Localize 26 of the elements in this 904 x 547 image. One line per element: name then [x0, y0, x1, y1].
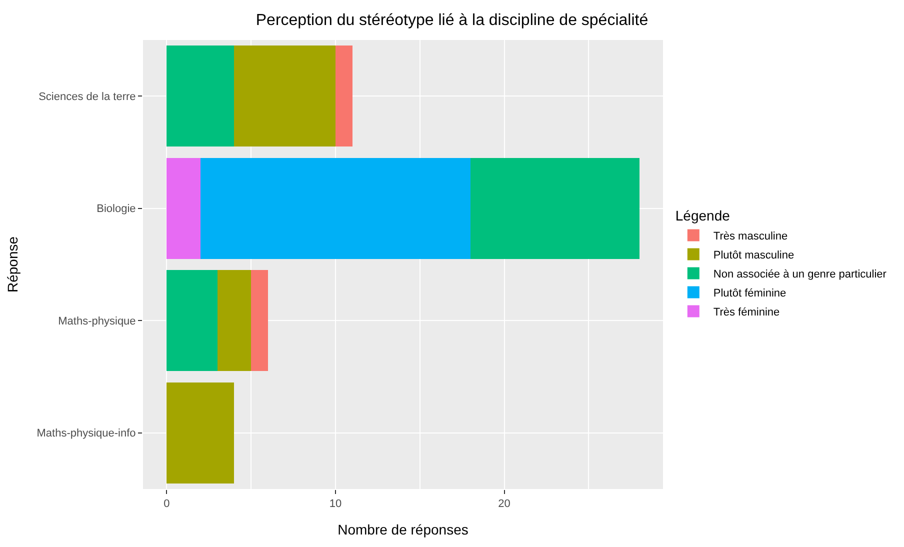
legend-label: Très masculine [713, 230, 788, 242]
y-tick-label: Maths-physique-info [36, 428, 136, 440]
bar [251, 270, 268, 372]
bar [217, 270, 252, 372]
bar [200, 158, 471, 259]
y-tick-label: Maths-physique [58, 315, 136, 328]
legend-label: Plutôt féminine [713, 287, 786, 300]
legend-label: Non associée à un genre particulier [713, 268, 887, 280]
bar [234, 46, 336, 147]
bar [166, 158, 200, 259]
legend-title: Légende [675, 208, 730, 224]
x-axis-title: Nombre de réponses [338, 522, 468, 538]
legend-label: Très féminine [713, 306, 780, 318]
bar [166, 46, 234, 147]
bar [166, 270, 218, 372]
y-tick-label: Biologie [96, 203, 136, 216]
chart-title: Perception du stéréotype lié à la discipline de spécialité [256, 12, 648, 29]
x-tick-label: 0 [164, 498, 170, 510]
legend-label: Plutôt masculine [713, 249, 794, 262]
x-tick-label: 10 [329, 498, 342, 510]
bar [166, 382, 234, 484]
y-axis-title: Réponse [4, 236, 20, 293]
bar [335, 46, 352, 147]
y-tick-label: Sciences de la terre [38, 90, 136, 103]
x-tick-label: 20 [498, 498, 510, 510]
bar [470, 158, 640, 259]
